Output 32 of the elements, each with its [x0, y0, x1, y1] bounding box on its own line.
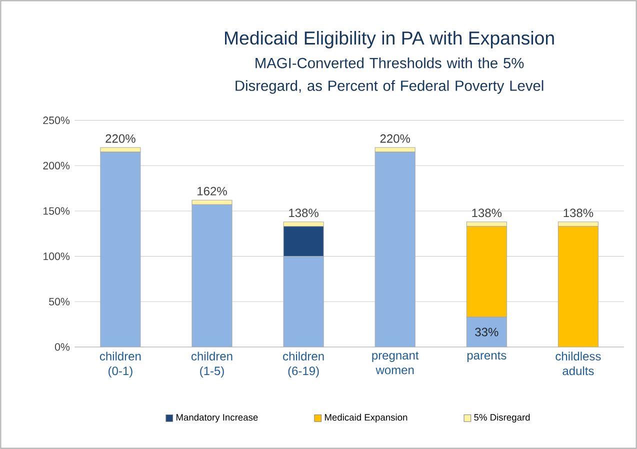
total-label: 138%: [472, 208, 502, 218]
chart-subtitle: MAGI-Converted Thresholds with the 5% Disregard, as Percent of Federal Poverty Level: [236, 57, 544, 94]
bar: [558, 226, 598, 347]
x-tick-label: childless adults: [556, 352, 601, 376]
bar: [283, 256, 324, 347]
bar: [466, 316, 507, 347]
x-tick-label: children (0-1): [100, 352, 141, 378]
legend-label: Medicaid Expansion: [324, 414, 408, 422]
y-tick-label: 200%: [43, 162, 70, 170]
y-tick-label: 100%: [43, 252, 70, 260]
x-tick-label: children (1-5): [191, 352, 232, 378]
total-label: 138%: [564, 208, 594, 218]
bar: [466, 226, 507, 318]
y-tick-label: 250%: [43, 116, 70, 124]
y-tick-label: 150%: [43, 207, 70, 215]
bar: [192, 200, 232, 205]
total-label: 138%: [289, 208, 318, 218]
y-tick-label: 50%: [49, 298, 70, 306]
bar: [192, 204, 232, 347]
legend-label: Mandatory Increase: [176, 414, 258, 422]
legend-label: 5% Disregard: [474, 414, 530, 422]
x-tick-label: children (6-19): [283, 352, 324, 378]
bar: [374, 152, 416, 347]
total-label: 220%: [106, 134, 136, 143]
data-label: 33%: [475, 328, 498, 336]
chart-title: Medicaid Eligibility in PA with Expansion: [225, 30, 554, 48]
total-label: 220%: [380, 134, 410, 143]
y-tick-label: 0%: [54, 343, 70, 351]
x-tick-label: parents: [467, 352, 506, 362]
total-label: 162%: [198, 186, 227, 196]
bar: [100, 152, 141, 347]
x-tick-label: pregnant women: [372, 352, 419, 374]
